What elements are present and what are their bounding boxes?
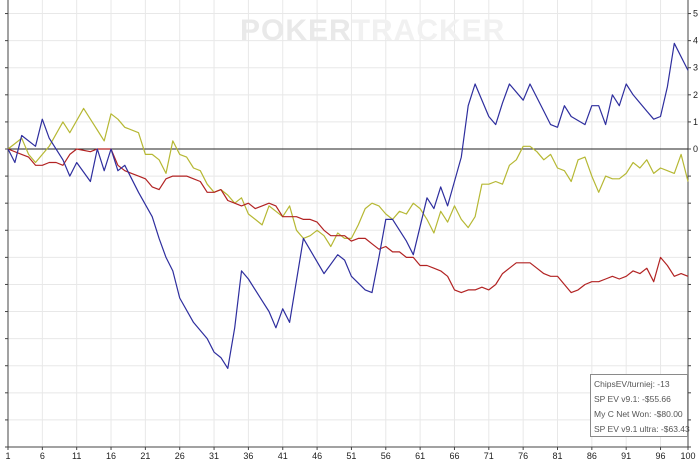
legend-entry: SP EV v9.1 ultra: -$63.43 xyxy=(594,424,690,434)
series-line xyxy=(7,42,689,369)
y-tick-label: 0 xyxy=(693,144,698,154)
series-line xyxy=(7,107,689,248)
x-tick-label: 66 xyxy=(449,451,459,461)
pokertracker-watermark: POKERTRACKER xyxy=(240,14,505,48)
x-tick-label: 61 xyxy=(415,451,425,461)
x-tick-label: 16 xyxy=(106,451,116,461)
legend-entry: SP EV v9.1: -$55.66 xyxy=(594,394,671,404)
legend-entry: My C Net Won: -$80.00 xyxy=(594,409,683,419)
series-line xyxy=(7,148,689,294)
x-tick-label: 81 xyxy=(552,451,562,461)
y-tick-label: 4 xyxy=(693,36,698,46)
x-tick-label: 31 xyxy=(209,451,219,461)
y-tick-label: 5 xyxy=(693,9,698,19)
watermark-part-2: TRACKER xyxy=(351,14,506,47)
chart-legend: ChipsEV/turniej: -13 SP EV v9.1: -$55.66… xyxy=(590,374,690,437)
x-tick-label: 41 xyxy=(278,451,288,461)
watermark-part-1: POKER xyxy=(240,14,352,47)
x-tick-label: 1 xyxy=(5,451,10,461)
x-tick-label: 11 xyxy=(72,451,81,461)
x-tick-label: 46 xyxy=(312,451,322,461)
x-tick-label: 71 xyxy=(484,451,494,461)
x-tick-label: 21 xyxy=(140,451,150,461)
x-tick-label: 76 xyxy=(518,451,528,461)
x-tick-label: 96 xyxy=(656,451,666,461)
legend-entry: ChipsEV/turniej: -13 xyxy=(594,379,670,389)
x-tick-label: 36 xyxy=(243,451,253,461)
x-tick-label: 91 xyxy=(621,451,631,461)
y-tick-label: 2 xyxy=(693,90,698,100)
x-tick-label: 100 xyxy=(680,451,695,461)
x-tick-label: 6 xyxy=(40,451,45,461)
x-tick-label: 86 xyxy=(587,451,597,461)
x-tick-label: 26 xyxy=(175,451,185,461)
x-tick-label: 56 xyxy=(381,451,391,461)
y-tick-label: 3 xyxy=(693,63,698,73)
x-tick-label: 51 xyxy=(346,451,356,461)
y-tick-label: 1 xyxy=(693,117,698,127)
